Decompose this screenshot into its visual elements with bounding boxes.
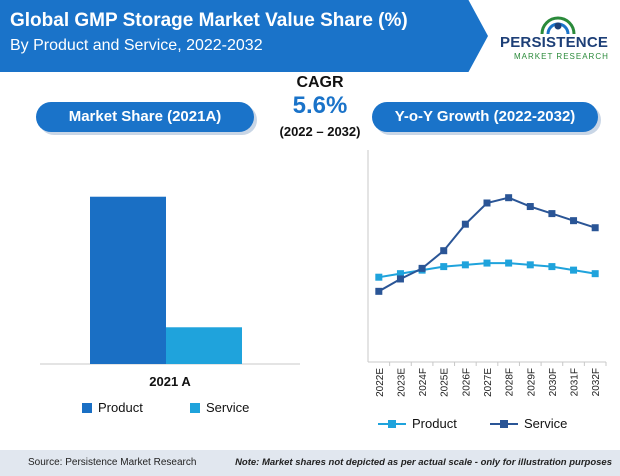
x-tick-label: 2030F [548, 368, 559, 396]
legend-line-service [490, 419, 518, 428]
cagr-label: CAGR [296, 74, 344, 91]
footer-note: Note: Market shares not depicted as per … [235, 457, 612, 468]
legend-label-service: Service [524, 416, 568, 431]
point-service [461, 220, 469, 228]
point-product [483, 259, 491, 267]
x-tick-label: 2026F [461, 368, 472, 396]
line-legend-product: Product [378, 416, 457, 431]
logo-tagline: MARKET RESEARCH [514, 52, 609, 61]
point-service [570, 217, 578, 225]
point-service [375, 287, 383, 295]
x-tick-label: 2024F [418, 368, 429, 396]
x-tick-label: 2032F [591, 368, 602, 396]
line-legend-service: Service [490, 416, 567, 431]
point-service [483, 199, 491, 207]
point-service [440, 247, 448, 255]
x-tick-label: 2029F [526, 368, 537, 396]
point-product [526, 261, 534, 269]
x-tick-label: 2022E [375, 368, 386, 397]
legend-swatch-service [190, 402, 200, 413]
market-share-pill: Market Share (2021A) [36, 102, 254, 132]
cagr-value: 5.6% [292, 92, 348, 119]
bar-product [90, 196, 166, 364]
globe-icon [540, 16, 576, 35]
point-service [418, 264, 426, 272]
point-product [440, 263, 448, 271]
series-line-service [378, 196, 596, 293]
legend-swatch-product [82, 402, 92, 413]
x-tick-label: 2031F [570, 368, 581, 396]
title-banner: Global GMP Storage Market Value Share (%… [0, 0, 488, 72]
legend-label-product: Product [412, 416, 457, 431]
point-product [461, 261, 469, 269]
point-service [396, 275, 404, 283]
logo-wordmark: PERSISTENCE [500, 34, 609, 51]
footer-source: Source: Persistence Market Research [28, 457, 197, 468]
bar-legend-service: Service [190, 400, 249, 415]
point-product [548, 263, 556, 271]
x-tick-label: 2023E [396, 368, 407, 397]
point-service [591, 224, 599, 232]
point-service [526, 203, 534, 211]
legend-label-service: Service [206, 400, 250, 415]
legend-line-product [378, 419, 406, 428]
point-service [505, 194, 513, 202]
point-service [548, 210, 556, 218]
x-tick-label: 2028F [505, 368, 516, 396]
bar-service [166, 327, 242, 364]
bar-legend-product: Product [82, 400, 143, 415]
point-product [375, 273, 383, 281]
bar-category-label: 2021 A [149, 374, 191, 389]
chart-title: Global GMP Storage Market Value Share (%… [10, 10, 408, 31]
point-product [570, 266, 578, 274]
point-product [505, 259, 513, 267]
point-product [396, 270, 404, 278]
footer-bar: Source: Persistence Market Research Note… [0, 450, 620, 476]
x-tick-label: 2027E [483, 368, 494, 397]
yoy-growth-pill: Y-o-Y Growth (2022-2032) [372, 102, 598, 132]
x-tick-label: 2025E [440, 368, 451, 397]
point-product [591, 270, 599, 278]
legend-label-product: Product [98, 400, 143, 415]
cagr-period: (2022 – 2032) [279, 124, 361, 139]
company-logo: PERSISTENCE MARKET RESEARCH [500, 14, 614, 70]
chart-subtitle: By Product and Service, 2022-2032 [10, 37, 263, 54]
